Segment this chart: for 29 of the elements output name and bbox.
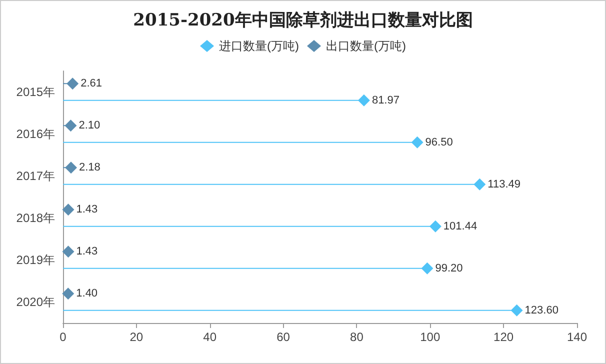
- data-label: 1.40: [76, 288, 98, 300]
- data-label: 2.18: [79, 162, 100, 174]
- y-tick-label: 2020年: [16, 295, 55, 309]
- data-label: 113.49: [488, 178, 520, 190]
- legend-label: 出口数量(万吨): [326, 39, 406, 53]
- data-label: 2.61: [80, 78, 102, 90]
- x-tick-label: 120: [494, 330, 514, 344]
- data-label: 99.20: [435, 262, 463, 274]
- y-tick-label: 2016年: [16, 127, 55, 141]
- x-tick-label: 140: [566, 330, 588, 344]
- x-tick-label: 60: [276, 330, 290, 344]
- data-label: 101.44: [443, 220, 478, 232]
- x-tick-label: 20: [130, 330, 144, 344]
- x-tick-label: 100: [420, 330, 440, 344]
- y-tick-label: 2019年: [16, 253, 55, 267]
- data-label: 123.60: [524, 304, 558, 316]
- data-label: 81.97: [372, 94, 400, 106]
- y-tick-label: 2018年: [16, 211, 55, 225]
- x-tick-label: 40: [203, 330, 217, 344]
- chart-title: 2015-2020年中国除草剂进出口数量对比图: [133, 10, 473, 30]
- y-tick-label: 2015年: [16, 85, 55, 99]
- x-tick-label: 0: [60, 330, 67, 344]
- data-label: 2.10: [78, 120, 100, 132]
- legend-label: 进口数量(万吨): [219, 39, 300, 53]
- x-tick-label: 80: [350, 330, 364, 344]
- data-label: 96.50: [425, 136, 453, 148]
- data-label: 1.43: [76, 246, 98, 258]
- data-label: 1.43: [76, 204, 98, 216]
- y-tick-label: 2017年: [16, 169, 55, 183]
